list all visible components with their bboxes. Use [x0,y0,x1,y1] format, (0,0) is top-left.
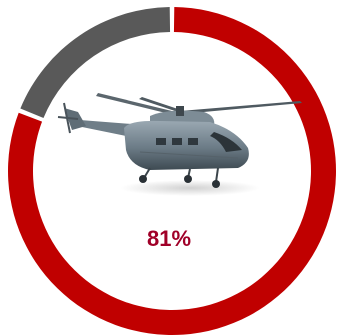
donut-slice-1 [20,7,171,119]
donut-slices [7,7,336,335]
center-percent-label: 81% [146,226,192,251]
helicopter-image [57,93,302,196]
